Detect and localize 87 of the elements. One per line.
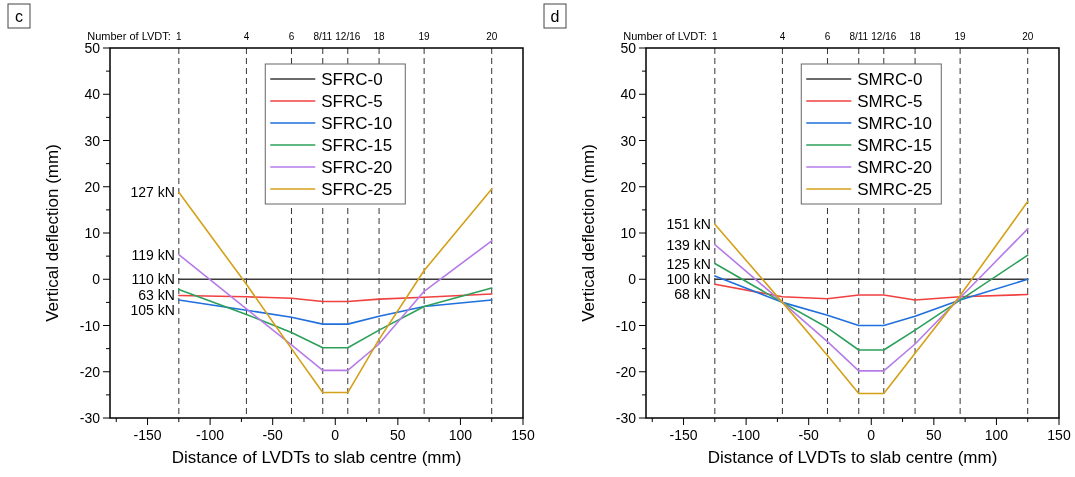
line-series	[714, 283, 1029, 301]
x-tick-label: -50	[798, 427, 820, 443]
legend-label: SFRC-25	[321, 180, 393, 199]
x-tick-label: -150	[133, 427, 162, 443]
annotation: 68 kN	[674, 286, 711, 303]
y-tick-label: -10	[615, 317, 637, 334]
annotation: 1	[712, 31, 719, 42]
y-tick-label: 20	[620, 178, 637, 195]
y-tick-label: 0	[92, 271, 101, 288]
x-tick-label: 150	[511, 427, 535, 443]
x-tick-label: -150	[669, 427, 698, 443]
line-series	[714, 275, 1029, 327]
annotation: 20	[486, 31, 498, 42]
legend-label: SFRC-0	[321, 70, 383, 89]
y-tick-label: 30	[620, 132, 637, 149]
annotation: 1	[176, 31, 183, 42]
y-tick-label: -20	[615, 363, 637, 380]
x-tick-label: 0	[867, 427, 876, 443]
line-series	[714, 200, 1029, 395]
text: Number of LVDT:	[87, 30, 171, 42]
annotation: 8/11	[849, 31, 869, 42]
legend-label: SFRC-5	[321, 92, 383, 111]
annotation: 19	[418, 31, 431, 42]
x-tick-label: 150	[1047, 427, 1071, 443]
y-tick-label: 40	[84, 86, 101, 103]
x-tick-label: 50	[926, 427, 942, 443]
legend-label: SFRC-15	[321, 136, 393, 155]
x-tick-label: 100	[984, 427, 1009, 443]
legend-label: SFRC-20	[321, 158, 393, 177]
line-series	[178, 240, 493, 372]
y-tick-label: 0	[628, 271, 637, 288]
annotation: 139 kN	[666, 236, 711, 253]
legend-label: SMRC-10	[857, 114, 932, 133]
x-tick-label: 50	[390, 427, 406, 443]
annotation: 6	[288, 31, 295, 42]
y-tick-label: 50	[620, 40, 637, 56]
x-tick-label: -50	[262, 427, 284, 443]
annotation: 125 kN	[666, 255, 711, 272]
chart-title: d	[550, 8, 560, 25]
x-tick-label: 0	[331, 427, 340, 443]
annotation: 119 kN	[131, 246, 175, 263]
annotation: 151 kN	[666, 216, 711, 233]
y-axis-title: Vertical deflection (mm)	[579, 144, 598, 322]
line-series	[178, 293, 493, 303]
legend-label: SFRC-10	[321, 114, 393, 133]
y-tick-label: 50	[84, 40, 101, 56]
legend-label: SMRC-20	[857, 158, 932, 177]
x-tick-label: -100	[196, 427, 225, 443]
legend-label: SMRC-15	[857, 136, 932, 155]
y-tick-label: -30	[79, 410, 101, 426]
annotation: 20	[1022, 31, 1034, 42]
x-tick-label: -100	[732, 427, 761, 443]
y-tick-label: -20	[79, 363, 101, 380]
annotation: 6	[824, 31, 831, 42]
annotation: 100 kN	[666, 271, 711, 288]
y-tick-label: 10	[84, 225, 101, 241]
annotation: 18	[909, 31, 922, 42]
y-tick-label: 20	[84, 178, 101, 195]
legend-label: SMRC-5	[857, 92, 923, 111]
legend-label: SMRC-25	[857, 180, 932, 199]
annotation: 12/16	[871, 31, 897, 42]
annotation: 8/11	[313, 31, 333, 42]
annotation: 18	[373, 31, 386, 42]
line-series	[178, 287, 493, 349]
line-series	[714, 228, 1029, 372]
annotation: 127 kN	[130, 184, 175, 201]
y-tick-label: -10	[79, 317, 101, 334]
annotation: 19	[954, 31, 967, 42]
y-axis-title: Vertical deflection (mm)	[43, 144, 62, 322]
line-series	[714, 254, 1029, 351]
x-tick-label: 100	[448, 427, 473, 443]
y-tick-label: 40	[620, 86, 637, 103]
chart-title: c	[15, 8, 23, 25]
annotation: 12/16	[335, 31, 361, 42]
annotation: 4	[243, 31, 250, 42]
y-tick-label: 10	[620, 225, 637, 241]
y-tick-label: 30	[84, 132, 101, 149]
x-axis-title: Distance of LVDTs to slab centre (mm)	[707, 448, 998, 467]
text: Number of LVDT:	[623, 30, 707, 42]
line-series	[178, 299, 493, 325]
x-axis-title: Distance of LVDTs to slab centre (mm)	[171, 448, 462, 467]
annotation: 4	[779, 31, 786, 42]
annotation: 63 kN	[138, 287, 175, 304]
annotation: 110 kN	[131, 271, 175, 288]
y-tick-label: -30	[615, 410, 637, 426]
legend-label: SMRC-0	[857, 70, 923, 89]
annotation: 105 kN	[130, 302, 175, 319]
